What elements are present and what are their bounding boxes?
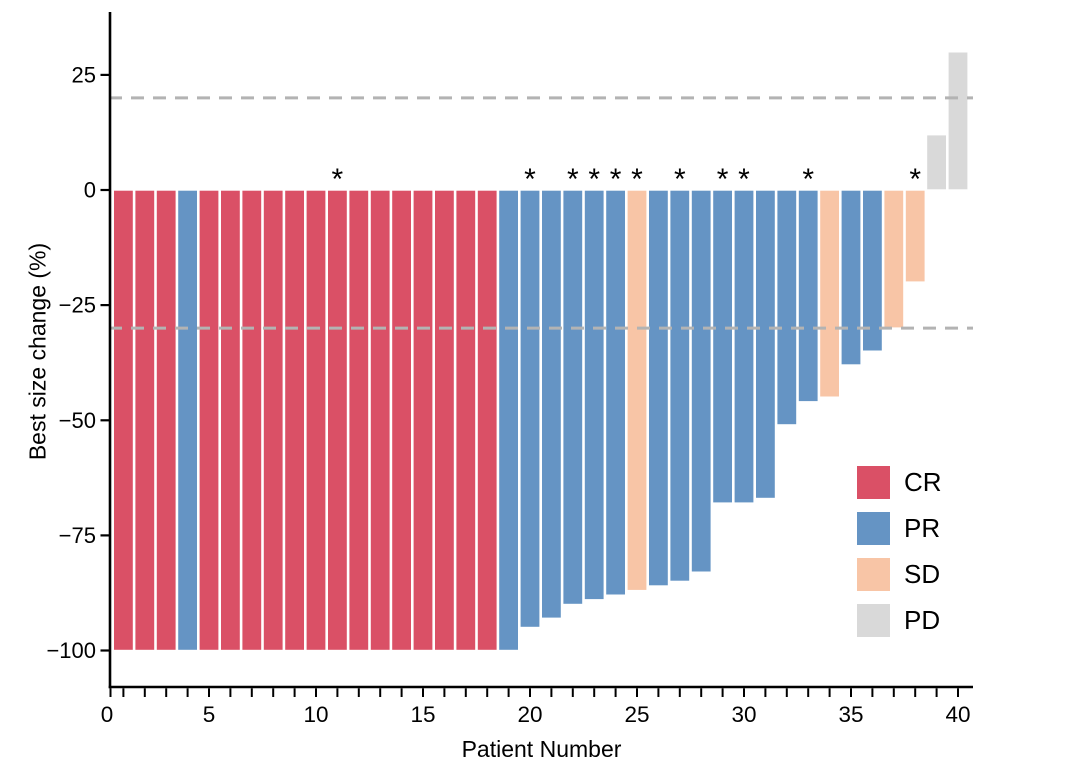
bar-patient-8 [262,189,285,652]
legend-row-SD: SD [857,558,942,591]
asterisk-patient-30: * [738,163,750,196]
x-tick-label-25: 25 [624,702,649,727]
bar-patient-29 [711,189,734,504]
legend-row-CR: CR [857,466,942,499]
bar-patient-31 [754,189,777,500]
legend-label-PD: PD [904,605,941,635]
bar-patient-37 [883,189,905,329]
asterisk-patient-38: * [909,163,921,196]
legend-label-SD: SD [904,559,941,589]
bar-patient-14 [390,189,413,652]
bar-patient-28 [690,189,712,573]
asterisk-patient-23: * [588,163,600,196]
bar-patient-38 [904,189,926,283]
bar-patient-2 [133,189,156,652]
bar-patient-35 [840,189,862,366]
x-tick-label-5: 5 [203,702,216,727]
bar-patient-25 [626,189,648,592]
asterisk-patient-25: * [631,163,643,196]
asterisk-patient-20: * [524,163,536,196]
bar-patient-12 [348,189,370,652]
bar-patient-17 [455,189,477,652]
bar-patient-7 [240,189,263,652]
bar-patient-20 [519,189,541,629]
asterisk-patient-22: * [567,163,579,196]
bar-patient-33 [797,189,819,403]
bar-patient-5 [198,189,220,652]
x-tick-label-40: 40 [945,702,970,727]
x-tick-label-10: 10 [303,702,328,727]
bar-patient-18 [476,189,499,652]
bar-patient-34 [818,189,841,398]
bar-patient-6 [219,189,242,652]
legend-label-CR: CR [904,467,942,497]
bar-patient-10 [305,189,327,652]
bar-patient-36 [861,189,884,352]
bar-patient-21 [540,189,563,619]
y-tick-label--50: −50 [59,408,96,433]
bar-patient-16 [433,189,456,652]
bar-patient-26 [647,189,670,587]
legend-row-PD: PD [857,604,942,637]
bar-patient-32 [776,189,798,426]
bar-patient-15 [412,189,434,652]
legend-swatch-CR [857,466,890,499]
asterisk-patient-11: * [332,163,344,196]
bar-patient-40 [947,51,969,191]
legend-label-PR: PR [904,513,941,543]
bar-patient-19 [497,189,520,652]
bar-patient-23 [583,189,605,601]
legend-swatch-PD [857,604,890,637]
y-tick-label--100: −100 [46,638,96,663]
bar-patient-27 [669,189,691,583]
x-tick-label-35: 35 [838,702,863,727]
legend-row-PR: PR [857,512,942,545]
bar-patient-39 [925,133,948,191]
legend-swatch-SD [857,558,890,591]
asterisk-patient-29: * [717,163,729,196]
y-tick-label-25: 25 [72,62,96,87]
x-tick-label-20: 20 [517,702,542,727]
bar-patient-22 [562,189,584,606]
x-axis-title: Patient Number [461,736,622,762]
bar-patient-11 [326,189,349,652]
bar-patient-4 [176,189,199,652]
bar-patient-30 [733,189,755,504]
x-tick-label-0: 0 [101,702,114,727]
x-tick-label-30: 30 [731,702,756,727]
asterisk-patient-24: * [610,163,622,196]
bar-patient-3 [155,189,178,652]
x-tick-label-15: 15 [410,702,435,727]
bar-patient-13 [369,189,392,652]
asterisk-patient-33: * [802,163,814,196]
bar-patient-24 [604,189,627,596]
y-axis-title: Best size change (%) [24,242,51,461]
y-tick-label--75: −75 [59,523,96,548]
y-tick-label-0: 0 [84,178,96,203]
legend: CR PR SD PD [857,466,942,650]
asterisk-patient-27: * [674,163,686,196]
y-tick-label--25: −25 [59,293,96,318]
bar-patient-9 [283,189,306,652]
legend-swatch-PR [857,512,890,545]
bar-patient-1 [112,189,135,652]
